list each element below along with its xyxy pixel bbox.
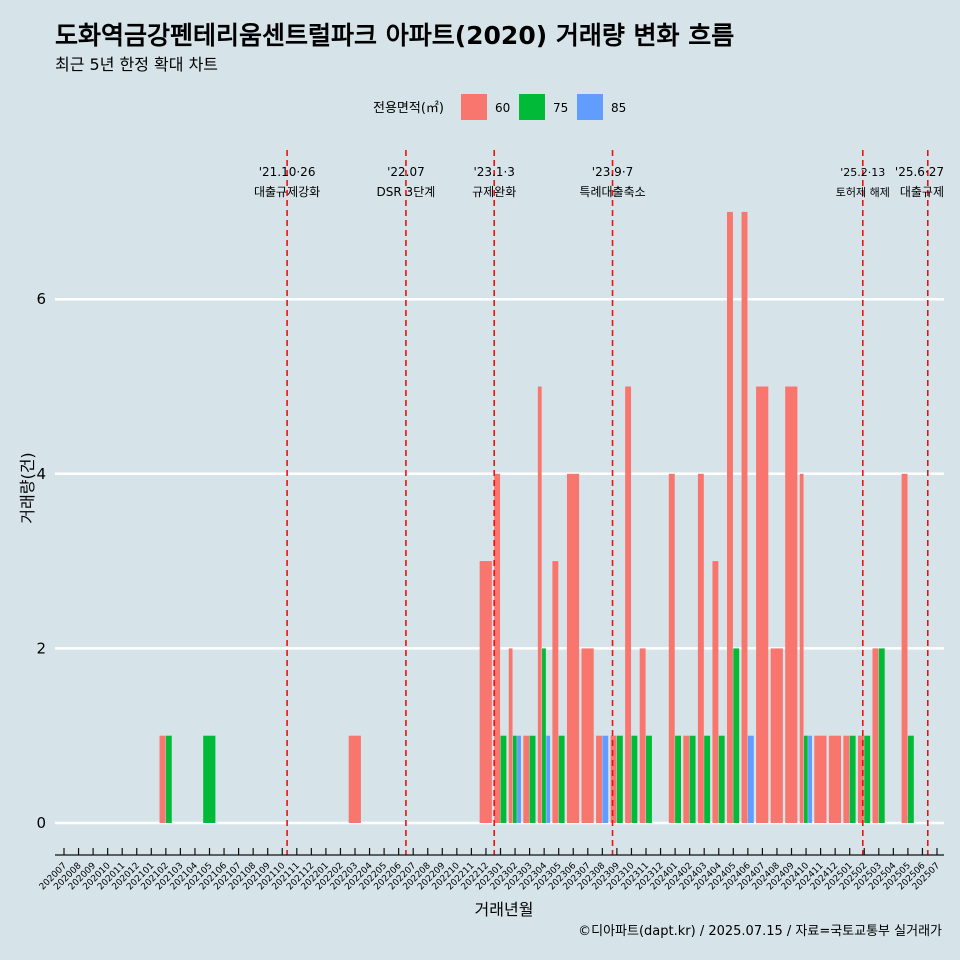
bar-202412-60 — [828, 735, 842, 823]
bar-202302-85 — [517, 735, 521, 823]
bar-202304-60 — [537, 386, 542, 823]
bar-202405-60 — [727, 211, 733, 823]
bar-202307-60 — [581, 648, 594, 823]
bar-202505-60 — [901, 473, 908, 823]
bar-202102-75 — [165, 735, 172, 823]
bar-202303-60 — [523, 735, 530, 823]
event-date-label: '23.1·3 — [473, 165, 514, 179]
legend-label-85: 85 — [611, 101, 626, 115]
bar-202401-60 — [668, 473, 675, 823]
bar-202501-60 — [843, 735, 850, 823]
y-tick-label: 0 — [36, 814, 46, 832]
bar-202308-60 — [596, 735, 602, 823]
event-desc-label: 규제완화 — [472, 185, 516, 199]
y-tick-label: 4 — [36, 465, 46, 483]
bar-202501-75 — [849, 735, 856, 823]
chart-subtitle: 최근 5년 한정 확대 차트 — [55, 55, 218, 74]
bar-202406-85 — [747, 735, 754, 823]
event-date-label: '21.10·26 — [259, 165, 316, 179]
bar-202403-75 — [704, 735, 711, 823]
legend-title: 전용면적(㎡) — [373, 101, 444, 116]
y-tick-label: 6 — [36, 290, 46, 308]
legend-items: 60 75 85 — [461, 94, 626, 120]
bar-202203-60 — [348, 735, 361, 823]
event-desc-label: 대출규제강화 — [254, 185, 320, 199]
x-axis: 2020072020082020092020102020112020122021… — [38, 848, 944, 892]
bar-202402-60 — [683, 735, 690, 823]
bar-202503-75 — [878, 648, 885, 823]
bar-202308-85 — [602, 735, 609, 823]
bar-202403-60 — [697, 473, 704, 823]
event-desc-label: 토허제 해제 — [836, 185, 890, 199]
bar-202301-75 — [500, 735, 507, 823]
event-desc-label: 대출규제 — [900, 185, 944, 199]
event-desc-label: 특례대출축소 — [579, 185, 645, 199]
bar-202310-75 — [631, 735, 638, 823]
bar-202303-75 — [529, 735, 536, 823]
bar-202310-60 — [625, 386, 632, 823]
y-axis-title: 거래량(건) — [18, 452, 37, 523]
chart-title: 도화역금강펜테리움센트럴파크 아파트(2020) 거래량 변화 흐름 — [55, 21, 734, 50]
bar-202410-75 — [803, 735, 808, 823]
bar-202212-60 — [479, 561, 492, 823]
bar-202410-85 — [808, 735, 812, 823]
bar-202311-60 — [639, 648, 646, 823]
y-axis: 0 2 4 6 — [36, 290, 46, 832]
event-date-label: '23.9·7 — [592, 165, 633, 179]
legend-label-60: 60 — [495, 101, 510, 115]
bar-202105-75 — [203, 735, 216, 823]
bar-202311-75 — [646, 735, 652, 823]
bar-202305-60 — [552, 561, 559, 823]
x-axis-title: 거래년월 — [475, 900, 534, 919]
bar-202406-60 — [741, 211, 748, 823]
legend-label-75: 75 — [553, 101, 568, 115]
event-markers: '21.10·26 대출규제강화 '22.07 DSR 3단계 '23.1·3 규제완화 '… — [254, 150, 944, 855]
bar-202401-75 — [675, 735, 681, 823]
event-date-label: '22.07 — [387, 165, 425, 179]
bar-202408-60 — [770, 648, 783, 823]
legend-swatch-60 — [461, 94, 487, 120]
bar-202503-60 — [872, 648, 879, 823]
y-tick-label: 2 — [36, 639, 46, 657]
legend: 전용면적(㎡) 60 75 85 — [373, 94, 626, 120]
event-date-label: '25.2·13 — [840, 166, 885, 179]
bar-202302-60 — [508, 648, 513, 823]
bar-202304-75 — [542, 648, 546, 823]
event-date-label: '25.6·27 — [895, 165, 944, 179]
bar-202304-85 — [546, 735, 551, 823]
bar-202402-75 — [689, 735, 696, 823]
bar-202409-60 — [785, 386, 798, 823]
bar-202404-60 — [712, 561, 719, 823]
bar-202301-60 — [494, 473, 501, 823]
bar-202302-75 — [512, 735, 517, 823]
bar-202502-75 — [864, 735, 871, 823]
bar-202505-75 — [907, 735, 914, 823]
bars — [159, 211, 914, 823]
bar-202407-60 — [756, 386, 769, 823]
event-desc-label: DSR 3단계 — [377, 185, 436, 199]
bar-202405-75 — [733, 648, 740, 823]
legend-swatch-85 — [577, 94, 603, 120]
bar-202410-60 — [799, 473, 804, 823]
legend-swatch-75 — [519, 94, 545, 120]
bar-202102-60 — [159, 735, 166, 823]
bar-202309-75 — [616, 735, 623, 823]
bar-202306-60 — [566, 473, 580, 823]
bar-202404-75 — [718, 735, 725, 823]
bar-202411-60 — [814, 735, 827, 823]
chart-caption: ©디아파트(dapt.kr) / 2025.07.15 / 자료=국토교통부 실… — [578, 924, 942, 939]
bar-202305-75 — [558, 735, 565, 823]
bar-202502-60 — [857, 735, 864, 823]
bar-202309-60 — [610, 735, 617, 823]
